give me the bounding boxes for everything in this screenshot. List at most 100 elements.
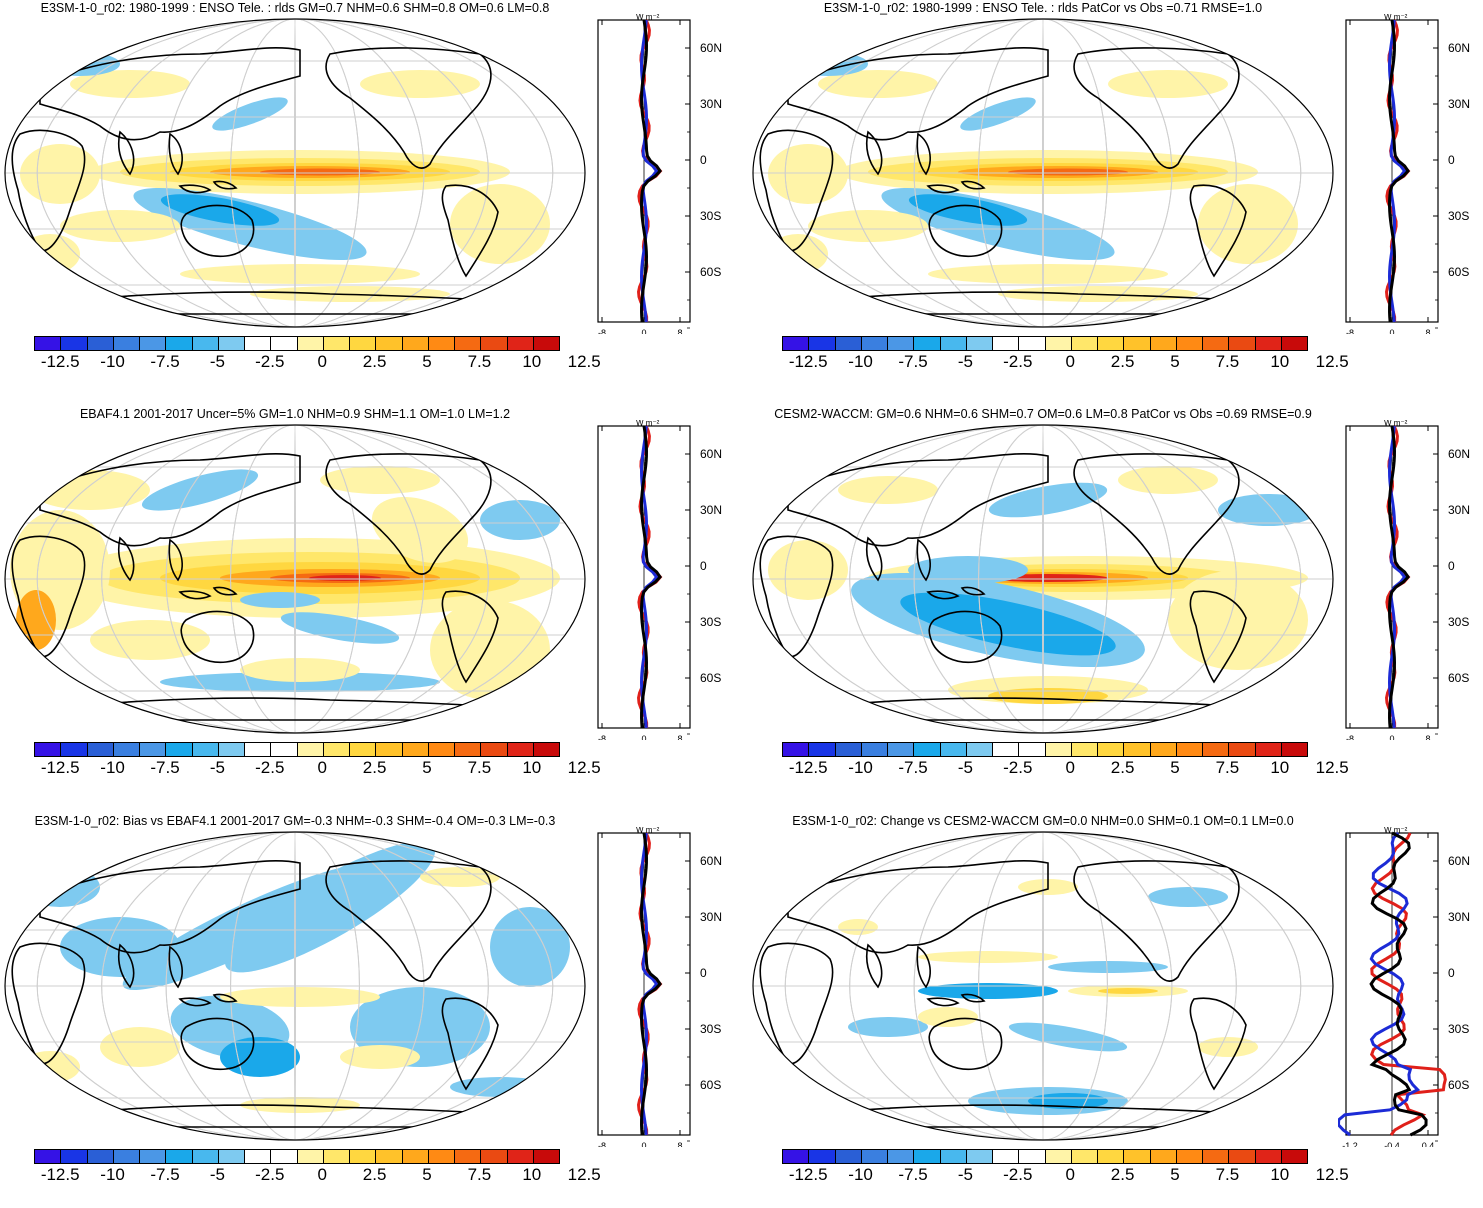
latitude-label: 30S: [1448, 209, 1469, 223]
anomaly-field: [20, 867, 100, 907]
coastline: [117, 536, 135, 582]
colorbar-swatch: [1255, 337, 1282, 350]
colorbar-swatch: [1229, 1150, 1256, 1163]
x-tick-label: 8: [677, 734, 682, 740]
longitude-gridline: [913, 425, 1173, 733]
colorbar-swatch: [1176, 1150, 1203, 1163]
x-tick-label: 0: [641, 1141, 646, 1147]
colorbar-swatch: [376, 743, 403, 756]
colorbar-swatch: [966, 743, 993, 756]
colorbar-swatch: [87, 337, 114, 350]
coastline: [180, 1017, 255, 1071]
colorbar-swatch: [428, 743, 455, 756]
anomaly-field: [900, 592, 1116, 656]
colorbar-label: -10: [100, 758, 125, 777]
coastline: [325, 47, 492, 169]
colorbar-swatch: [1124, 743, 1151, 756]
colorbar-label: 7.5: [1215, 352, 1240, 371]
colorbar-swatch: [888, 743, 915, 756]
colorbar-swatch: [1098, 337, 1125, 350]
zonal-mean-plot: W m⁻² -8 0 8 60N 30N 0 30S 60S: [1345, 14, 1470, 334]
colorbar-label: 0: [317, 352, 327, 371]
zonal-mean-plot: W m⁻² -8 0 8 60N 30N 0 30S 60S: [597, 14, 722, 334]
colorbar-swatch: [1019, 337, 1046, 350]
map-border: [752, 18, 1334, 328]
coastline: [441, 997, 499, 1091]
coastline: [1073, 860, 1240, 982]
anomaly-field: [838, 919, 878, 935]
colorbar-label: 10: [522, 1165, 542, 1184]
colorbar-swatch: [297, 743, 324, 756]
colorbar-label: -2.5: [255, 1165, 285, 1184]
colorbar-swatch: [323, 337, 350, 350]
colorbar-label: -12.5: [788, 758, 828, 777]
colorbar-swatch: [455, 1150, 482, 1163]
colorbar-label: -10: [848, 352, 873, 371]
colorbar-label: 7.5: [467, 1165, 492, 1184]
colorbar-swatches: [34, 336, 560, 351]
colorbar-swatch: [835, 743, 862, 756]
colorbar-label: -2.5: [1003, 1165, 1033, 1184]
coastline: [926, 997, 960, 1007]
colorbar-swatches: [34, 742, 560, 757]
world-map: [752, 831, 1334, 1141]
coastline: [926, 184, 960, 194]
colorbar-swatch: [35, 337, 62, 350]
panel-title: E3SM-1-0_r02: 1980-1999 : ENSO Tele. : r…: [40, 1, 550, 15]
coastline: [787, 47, 1049, 141]
anomaly-field: [1168, 570, 1308, 670]
colorbar-label: 5: [1170, 1165, 1180, 1184]
colorbar-label: 2.5: [362, 758, 387, 777]
colorbar-swatch: [245, 743, 272, 756]
colorbar-swatch: [1045, 743, 1072, 756]
colorbar-label: 2.5: [1110, 1165, 1135, 1184]
x-tick-label: -1.2: [1342, 1141, 1358, 1147]
zonal-profile-line: [639, 832, 659, 1136]
colorbar-swatch: [507, 337, 534, 350]
colorbar-label: 0: [317, 1165, 327, 1184]
longitude-gridline: [36, 832, 554, 1140]
latitude-label: 30S: [1448, 615, 1469, 629]
anomaly-field: [960, 97, 1036, 131]
anomaly-field: [141, 469, 259, 511]
world-map: [4, 424, 586, 734]
colorbar-swatch: [1229, 337, 1256, 350]
colorbar-swatch: [1229, 743, 1256, 756]
coastline: [11, 942, 86, 1065]
colorbar-swatch: [376, 337, 403, 350]
colorbar-label: -12.5: [40, 758, 80, 777]
anomaly-field: [808, 210, 928, 242]
colorbar-swatch: [166, 1150, 193, 1163]
colorbar-swatch: [940, 743, 967, 756]
colorbar-swatch: [1281, 1150, 1307, 1163]
colorbar-swatch: [218, 1150, 245, 1163]
colorbar-label: -12.5: [40, 352, 80, 371]
coastline: [960, 993, 986, 1003]
longitude-gridline: [913, 832, 1173, 1140]
world-map: [4, 831, 586, 1141]
coastline: [168, 132, 183, 176]
map-border: [752, 424, 1334, 734]
colorbar-swatch: [428, 1150, 455, 1163]
world-map: [4, 18, 586, 328]
colorbar-swatch: [218, 337, 245, 350]
colorbar-swatch: [809, 337, 836, 350]
zonal-profile-line: [640, 19, 662, 323]
longitude-gridline: [849, 832, 1237, 1140]
coastline: [759, 535, 834, 658]
latitude-label: 60S: [1448, 265, 1469, 279]
colorbar-swatch: [914, 1150, 941, 1163]
zonal-units: W m⁻²: [1384, 420, 1408, 428]
zonal-profile-line: [1387, 425, 1407, 729]
longitude-gridline: [165, 19, 425, 327]
colorbar-swatch: [61, 337, 88, 350]
anomaly-field: [240, 658, 360, 682]
anomaly-field: [988, 688, 1108, 704]
anomaly-field: [838, 476, 938, 504]
anomaly-field: [1048, 961, 1168, 973]
colorbar-swatch: [402, 743, 429, 756]
anomaly-field: [1148, 887, 1228, 907]
coastline: [1267, 454, 1307, 481]
latitude-label: 0: [1448, 559, 1455, 573]
latitude-label: 30S: [700, 209, 721, 223]
